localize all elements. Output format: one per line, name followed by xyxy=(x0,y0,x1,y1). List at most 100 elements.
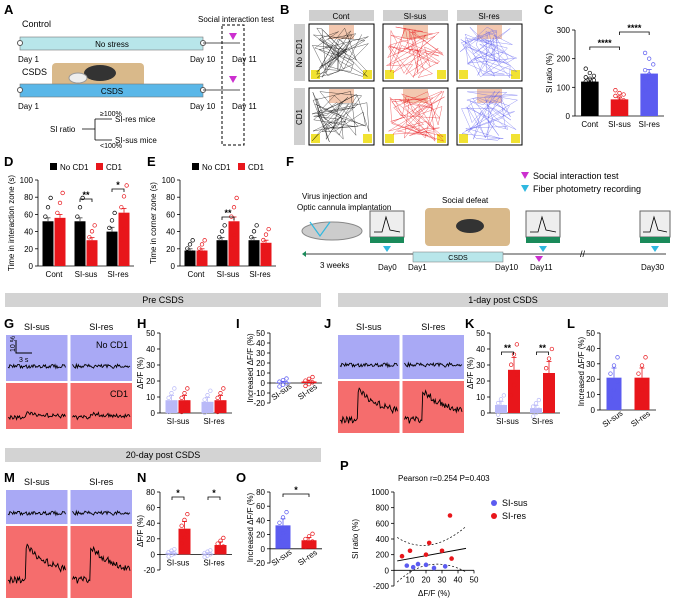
y-tick-label: 0 xyxy=(261,545,266,554)
panel-label-k: K xyxy=(465,316,475,331)
data-point xyxy=(80,223,85,229)
data-point xyxy=(172,547,177,552)
data-point xyxy=(508,362,514,367)
legend-marker xyxy=(491,500,497,506)
photometry-box-3 xyxy=(639,210,671,238)
data-point xyxy=(215,550,220,555)
panel-b-headers: Cont SI-sus SI-res No CD1 CD1 xyxy=(294,10,522,145)
data-point xyxy=(205,406,210,411)
x-tick-label: SI-res xyxy=(203,417,224,426)
data-point xyxy=(533,410,539,416)
corner-zone xyxy=(511,70,520,79)
data-point xyxy=(107,248,112,253)
data-point xyxy=(55,210,60,216)
data-point xyxy=(182,517,187,523)
panel-label-n: N xyxy=(137,470,146,485)
significance-bracket xyxy=(501,351,514,355)
y-tick-label: 20 xyxy=(476,377,485,386)
x-tick-label: SI-sus xyxy=(608,120,631,129)
data-point xyxy=(310,374,315,380)
f-day1-label: Day1 xyxy=(408,263,427,272)
data-point xyxy=(185,258,190,263)
virus-label-2: Optic cannula implantation xyxy=(297,203,391,212)
data-point xyxy=(613,93,618,99)
x-tick-label: 40 xyxy=(454,575,463,584)
chart-e: 0 20 40 60 80 100 Time in corner zone (s) Cont S… xyxy=(149,163,276,279)
data-point xyxy=(218,405,223,410)
data-point xyxy=(48,223,53,229)
y-tick-label: 80 xyxy=(24,193,33,202)
y-tick-label: 40 xyxy=(256,339,265,348)
data-point xyxy=(583,66,588,71)
track-path xyxy=(461,90,519,141)
y-tick-label: 80 xyxy=(146,488,155,497)
data-point xyxy=(284,376,289,381)
data-point xyxy=(511,352,517,357)
scatter-point xyxy=(442,564,448,569)
data-point xyxy=(107,225,112,231)
x-tick-label: SI-sus xyxy=(167,558,190,567)
bar xyxy=(606,377,622,410)
data-point xyxy=(498,408,504,413)
data-point xyxy=(266,243,271,248)
day11-label: Day 11 xyxy=(232,55,257,64)
significance-label: * xyxy=(176,488,180,498)
data-point xyxy=(303,544,308,549)
data-point xyxy=(508,393,514,398)
data-point xyxy=(57,230,63,235)
data-point xyxy=(92,223,97,228)
data-point xyxy=(530,414,536,419)
f-csds-label: CSDS xyxy=(448,255,468,262)
y-tick-label: 60 xyxy=(146,504,155,513)
corner-zone xyxy=(363,134,372,143)
photometry-trace-3 xyxy=(643,215,668,233)
data-point xyxy=(208,548,213,553)
data-point xyxy=(43,242,48,247)
data-point xyxy=(121,194,127,199)
y-tick-label: 60 xyxy=(256,502,265,511)
social-test-label: Social interaction test xyxy=(198,15,275,24)
trace-bg-nocd1 xyxy=(402,335,464,379)
data-point xyxy=(208,388,213,393)
x-tick-label: SI-res xyxy=(638,120,659,129)
y-tick-label: 800 xyxy=(376,504,390,513)
trace-nocd1 xyxy=(72,509,131,517)
trace-bg-cd1 xyxy=(6,383,68,429)
data-point xyxy=(303,378,308,383)
test-marker-2 xyxy=(229,76,237,83)
corner-zone xyxy=(437,134,446,143)
row-header-nocd1-bg xyxy=(294,24,305,81)
panel-label-o: O xyxy=(236,470,246,485)
y-tick-label: 50 xyxy=(586,329,595,338)
chart-h: 0 10 20 30 40 50 ΔF/F (%) SI-sus SI-res xyxy=(136,329,232,426)
track-plots xyxy=(308,23,523,146)
photometry-trace-1 xyxy=(374,215,401,233)
y-axis-label: ΔF/F (%) xyxy=(136,515,145,547)
y-tick-label: 50 xyxy=(146,329,155,338)
data-point xyxy=(613,99,618,104)
panel-label-c: C xyxy=(544,2,554,17)
data-point xyxy=(187,254,193,259)
bar xyxy=(260,242,272,266)
y-tick-label: -20 xyxy=(253,399,265,408)
x-tick-label: SI-res xyxy=(296,548,319,568)
bar xyxy=(248,240,260,266)
y-tick-label: 400 xyxy=(376,535,390,544)
data-point xyxy=(87,235,92,240)
legend-label: SI-res xyxy=(502,511,527,521)
y-tick-label: 100 xyxy=(162,176,176,185)
sires-mice-label: SI-res mice xyxy=(115,115,156,124)
data-point xyxy=(89,229,95,234)
y-tick-label: 40 xyxy=(256,516,265,525)
data-point xyxy=(501,393,507,398)
legend-fiber-label: Fiber photometry recording xyxy=(533,184,641,194)
trace-cd1 xyxy=(72,545,131,584)
data-point xyxy=(199,254,205,259)
photometry-base-3 xyxy=(640,237,670,243)
scale-bar xyxy=(15,340,32,354)
data-point xyxy=(280,531,286,536)
trace-title-sisus: SI-sus xyxy=(24,322,50,332)
dashed-box xyxy=(221,24,245,146)
row-header-cd1: CD1 xyxy=(295,108,304,125)
scatter-point xyxy=(439,548,445,554)
